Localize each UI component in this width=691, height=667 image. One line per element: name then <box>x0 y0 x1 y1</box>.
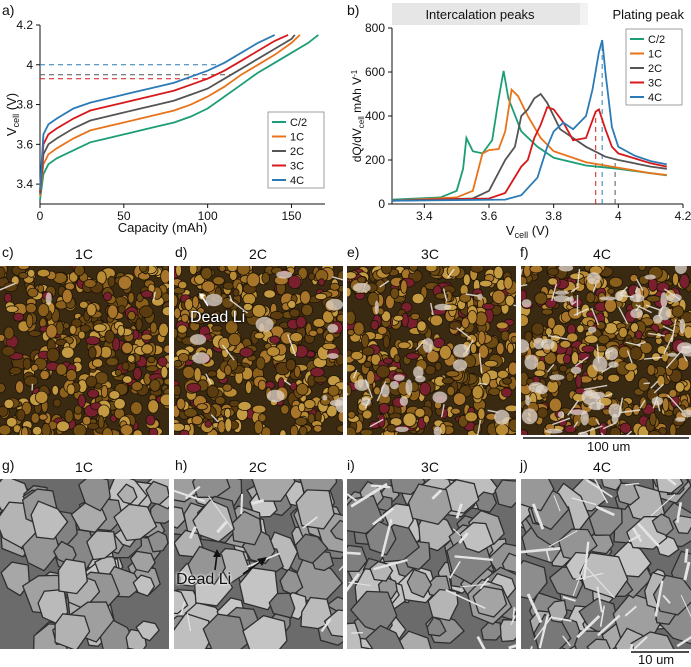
chart-a-x-label: Capacity (mAh) <box>118 220 208 235</box>
chart-a-x-tick-label: 150 <box>281 209 301 223</box>
chart-a-y-tick-label: 4 <box>26 58 33 72</box>
sem-image-3c <box>347 479 516 649</box>
dead-li-label-optical: Dead Li <box>190 309 245 327</box>
chart-b-x-tick-label: 3.6 <box>481 209 498 223</box>
chart-a-y-tick-label: 4.2 <box>16 18 33 32</box>
chart-a-legend-label: 2C <box>290 146 304 158</box>
optical-scalebar-label: 100 um <box>587 439 630 454</box>
optical-image-3c <box>347 266 516 435</box>
chart-b-y-tick-label: 0 <box>378 197 385 211</box>
sem-title-3c: 3C <box>390 459 470 475</box>
panel-letter-i: i) <box>347 457 355 473</box>
sem-title-4c: 4C <box>562 459 642 475</box>
chart-b-y-tick-label: 200 <box>365 153 385 167</box>
chart-a-x-tick-label: 0 <box>37 209 44 223</box>
chart-a-legend-label: 3C <box>290 161 304 173</box>
chart-b-y-tick-label: 800 <box>365 21 385 35</box>
chart-b-legend-label: C/2 <box>648 34 665 46</box>
chart-b-x-tick-label: 3.8 <box>545 209 562 223</box>
optical-title-1c: 1C <box>44 246 124 262</box>
chart-b-legend-label: 4C <box>648 92 662 104</box>
chart-b-x-label: Vcell (V) <box>506 223 549 240</box>
chart-b-x-tick-label: 3.4 <box>416 209 433 223</box>
chart-a-legend-label: 4C <box>290 175 304 187</box>
chart-b-intercalation-label: Intercalation peaks <box>425 7 535 22</box>
sem-scalebar-label: 10 um <box>638 652 674 667</box>
optical-image-1c <box>0 266 169 435</box>
sem-title-1c: 1C <box>44 459 124 475</box>
optical-title-4c: 4C <box>562 246 642 262</box>
chart-b-series-c-2 <box>392 71 667 200</box>
chart-b-plating-label: Plating peak <box>612 7 684 22</box>
chart-b-x-tick-label: 4 <box>615 209 622 223</box>
chart-b-legend-label: 1C <box>648 49 662 61</box>
panel-letter-g: g) <box>2 457 14 473</box>
chart-b-y-label: dQ/dVcell mAh V-1 <box>350 69 366 162</box>
chart-b-legend-label: 2C <box>648 63 662 75</box>
chart-a-legend-label: C/2 <box>290 117 307 129</box>
chart-a-series-2c <box>40 35 295 194</box>
dead-li-arrow-optical <box>196 290 216 310</box>
dead-li-arrows-sem <box>205 540 275 580</box>
chart-b-y-tick-label: 600 <box>365 65 385 79</box>
panel-letter-e: e) <box>347 244 359 260</box>
chart-b-y-tick-label: 400 <box>365 109 385 123</box>
chart-a-y-tick-label: 3.4 <box>16 177 33 191</box>
panel-letter-f: f) <box>520 244 529 260</box>
sem-title-2c: 2C <box>218 459 298 475</box>
panel-letter-d: d) <box>175 244 187 260</box>
optical-title-3c: 3C <box>390 246 470 262</box>
chart-a-y-label: Vcell (V) <box>4 93 21 136</box>
chart-a-series-4c <box>40 35 275 190</box>
panel-letter-j: j) <box>520 457 528 473</box>
chart-b-band-fade <box>580 3 588 25</box>
chart-b-series-2c <box>392 94 667 201</box>
optical-image-4c <box>521 266 691 435</box>
chart-b-legend-label: 3C <box>648 78 662 90</box>
optical-title-2c: 2C <box>218 246 298 262</box>
sem-image-1c <box>0 479 169 649</box>
chart-a-y-tick-label: 3.6 <box>16 137 33 151</box>
chart-a-legend-label: 1C <box>290 132 304 144</box>
panel-letter-h: h) <box>175 457 187 473</box>
panel-letter-c: c) <box>2 244 14 260</box>
chart-b-x-tick-label: 4.2 <box>675 209 691 223</box>
sem-image-4c <box>521 479 691 649</box>
